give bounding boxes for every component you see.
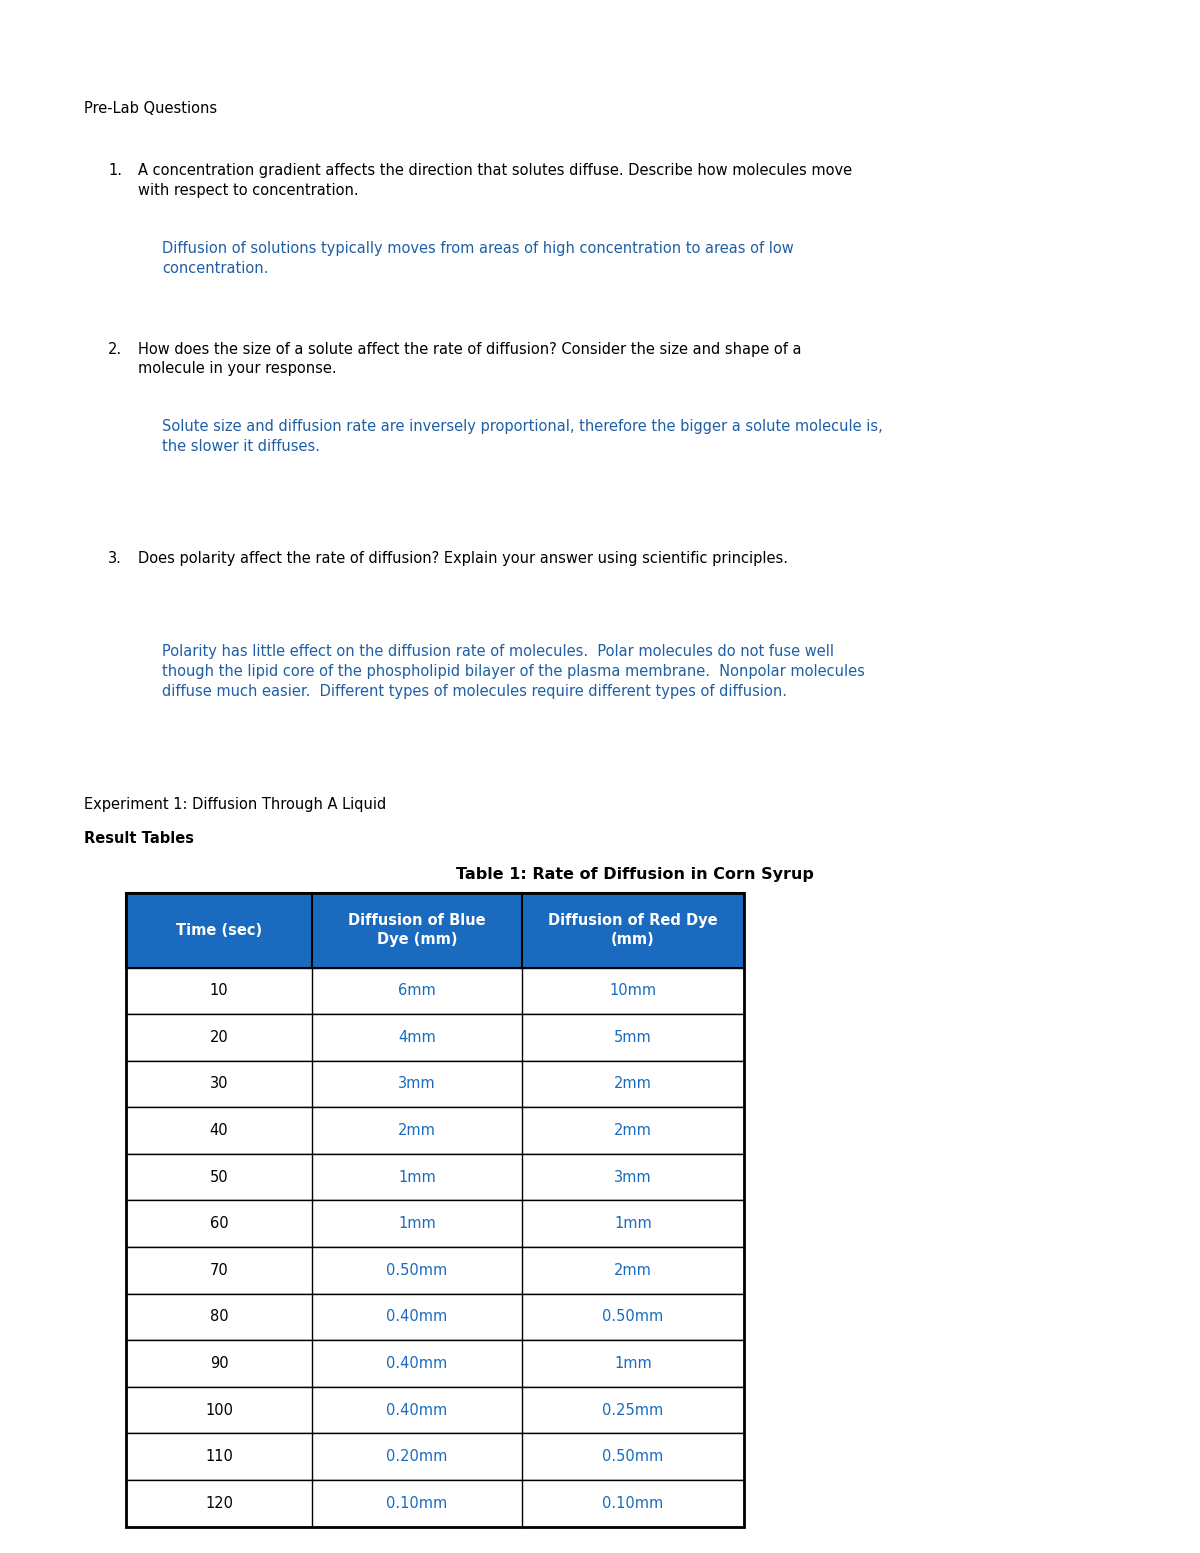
Text: 0.25mm: 0.25mm	[602, 1402, 664, 1418]
Text: 100: 100	[205, 1402, 233, 1418]
Text: 2mm: 2mm	[398, 1123, 436, 1138]
Text: 4mm: 4mm	[398, 1030, 436, 1045]
Text: Table 1: Rate of Diffusion in Corn Syrup: Table 1: Rate of Diffusion in Corn Syrup	[456, 867, 814, 882]
Text: 2mm: 2mm	[614, 1076, 652, 1092]
Text: 0.50mm: 0.50mm	[386, 1263, 448, 1278]
Text: 20: 20	[210, 1030, 228, 1045]
FancyBboxPatch shape	[126, 893, 744, 968]
Text: 1mm: 1mm	[398, 1216, 436, 1232]
Text: 2.: 2.	[108, 342, 122, 357]
Text: Result Tables: Result Tables	[84, 831, 194, 846]
Text: 3.: 3.	[108, 551, 122, 567]
FancyBboxPatch shape	[126, 1154, 744, 1200]
FancyBboxPatch shape	[126, 1340, 744, 1387]
Text: 1.: 1.	[108, 163, 122, 179]
Text: 0.40mm: 0.40mm	[386, 1309, 448, 1325]
Text: 2mm: 2mm	[614, 1263, 652, 1278]
Text: 2mm: 2mm	[614, 1123, 652, 1138]
Text: Diffusion of solutions typically moves from areas of high concentration to areas: Diffusion of solutions typically moves f…	[162, 241, 793, 275]
Text: Solute size and diffusion rate are inversely proportional, therefore the bigger : Solute size and diffusion rate are inver…	[162, 419, 883, 453]
Text: 0.10mm: 0.10mm	[386, 1496, 448, 1511]
Text: 1mm: 1mm	[614, 1216, 652, 1232]
Text: 120: 120	[205, 1496, 233, 1511]
FancyBboxPatch shape	[126, 1107, 744, 1154]
Text: 90: 90	[210, 1356, 228, 1371]
FancyBboxPatch shape	[126, 1480, 744, 1527]
Text: 3mm: 3mm	[614, 1169, 652, 1185]
Text: Experiment 1: Diffusion Through A Liquid: Experiment 1: Diffusion Through A Liquid	[84, 797, 386, 812]
Text: How does the size of a solute affect the rate of diffusion? Consider the size an: How does the size of a solute affect the…	[138, 342, 802, 376]
FancyBboxPatch shape	[126, 1200, 744, 1247]
Text: 0.20mm: 0.20mm	[386, 1449, 448, 1464]
Text: Diffusion of Red Dye
(mm): Diffusion of Red Dye (mm)	[548, 913, 718, 947]
Text: 0.40mm: 0.40mm	[386, 1402, 448, 1418]
Text: 6mm: 6mm	[398, 983, 436, 999]
Text: 0.40mm: 0.40mm	[386, 1356, 448, 1371]
FancyBboxPatch shape	[126, 1433, 744, 1480]
Text: Diffusion of Blue
Dye (mm): Diffusion of Blue Dye (mm)	[348, 913, 486, 947]
Text: Pre-Lab Questions: Pre-Lab Questions	[84, 101, 217, 116]
Text: 60: 60	[210, 1216, 228, 1232]
Text: 10mm: 10mm	[610, 983, 656, 999]
Text: 70: 70	[210, 1263, 228, 1278]
FancyBboxPatch shape	[126, 1387, 744, 1433]
FancyBboxPatch shape	[126, 1061, 744, 1107]
Text: 10: 10	[210, 983, 228, 999]
Text: 40: 40	[210, 1123, 228, 1138]
Text: Time (sec): Time (sec)	[176, 922, 262, 938]
Text: 1mm: 1mm	[398, 1169, 436, 1185]
FancyBboxPatch shape	[126, 1014, 744, 1061]
Text: 50: 50	[210, 1169, 228, 1185]
Text: 110: 110	[205, 1449, 233, 1464]
Text: 5mm: 5mm	[614, 1030, 652, 1045]
Text: 30: 30	[210, 1076, 228, 1092]
Text: Does polarity affect the rate of diffusion? Explain your answer using scientific: Does polarity affect the rate of diffusi…	[138, 551, 788, 567]
Text: 80: 80	[210, 1309, 228, 1325]
Text: 0.10mm: 0.10mm	[602, 1496, 664, 1511]
Text: 3mm: 3mm	[398, 1076, 436, 1092]
Text: Polarity has little effect on the diffusion rate of molecules.  Polar molecules : Polarity has little effect on the diffus…	[162, 644, 865, 699]
Text: A concentration gradient affects the direction that solutes diffuse. Describe ho: A concentration gradient affects the dir…	[138, 163, 852, 197]
FancyBboxPatch shape	[126, 968, 744, 1014]
Text: 0.50mm: 0.50mm	[602, 1449, 664, 1464]
Text: 0.50mm: 0.50mm	[602, 1309, 664, 1325]
FancyBboxPatch shape	[126, 1247, 744, 1294]
Text: 1mm: 1mm	[614, 1356, 652, 1371]
FancyBboxPatch shape	[126, 1294, 744, 1340]
